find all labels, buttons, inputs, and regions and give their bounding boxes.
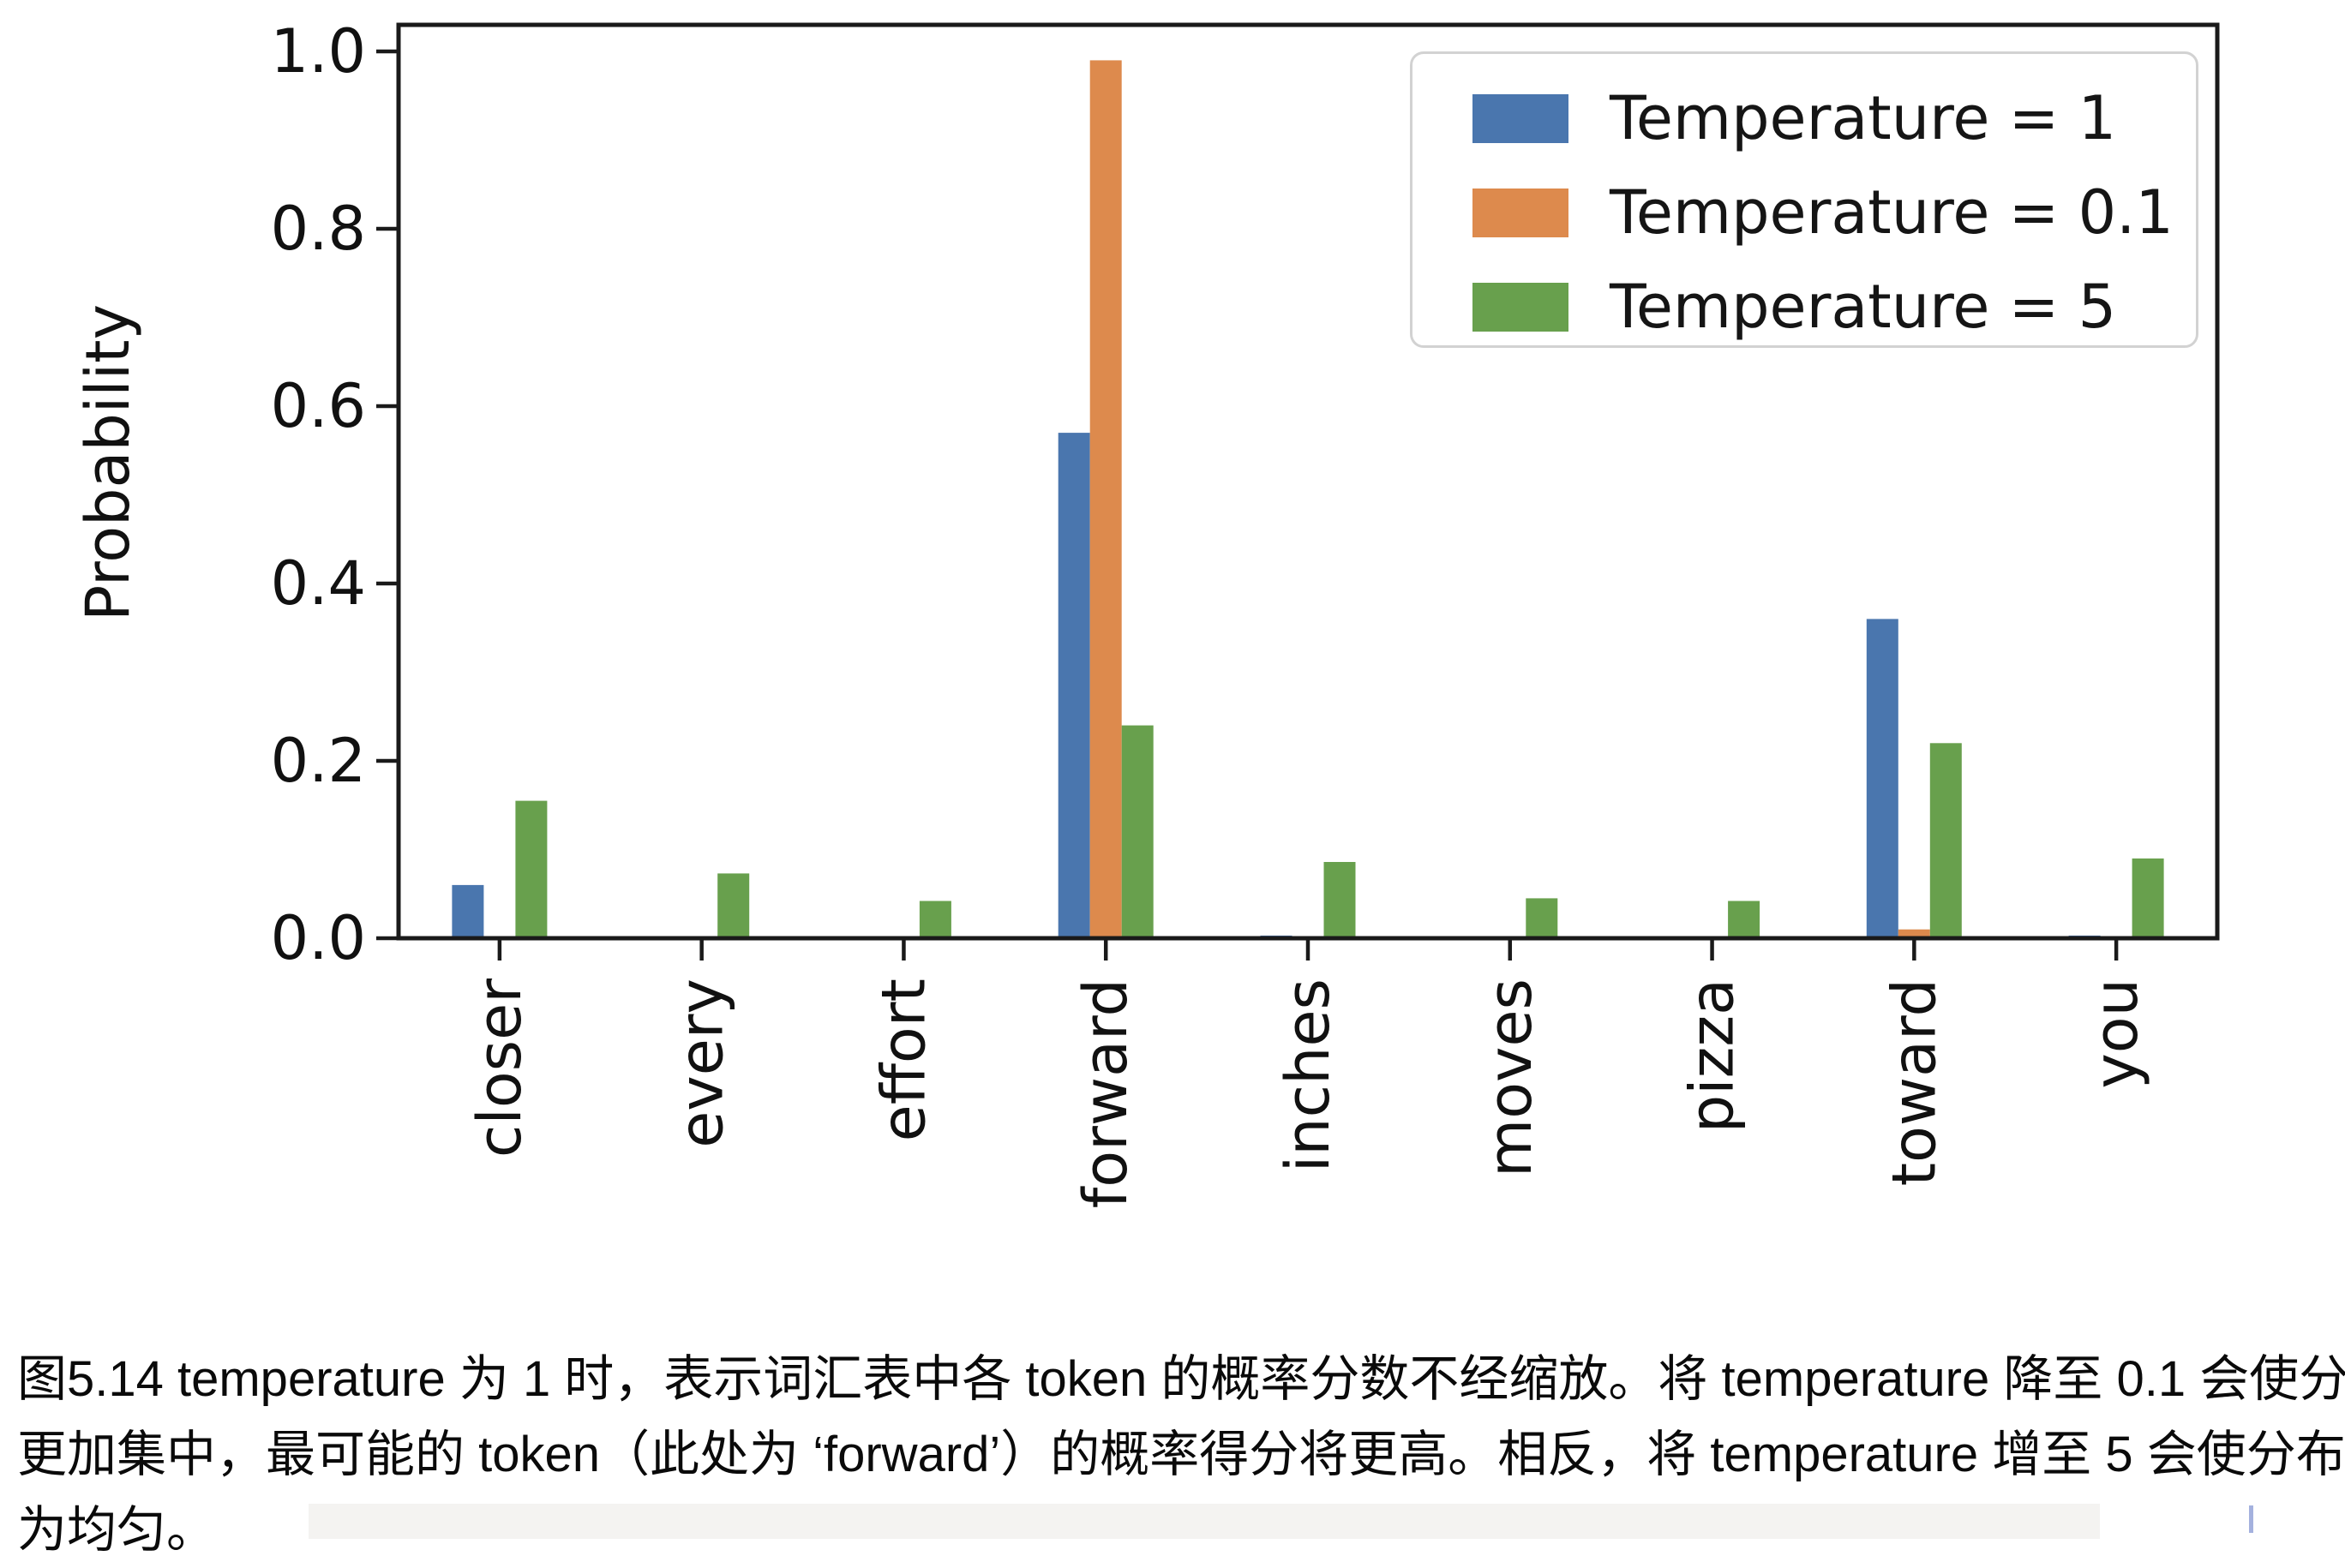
text-cursor-artifact bbox=[2249, 1505, 2253, 1533]
legend-label: Temperature = 0.1 bbox=[1610, 177, 2174, 248]
axes-layer: 0.0 0.2 0.4 0.6 0.8 1.0 closer every effort forwa… bbox=[271, 16, 2220, 1208]
x-axis-tick-label: inches bbox=[1273, 979, 1343, 1172]
legend-swatch bbox=[1472, 188, 1568, 237]
x-axis-tick-label: pizza bbox=[1677, 979, 1748, 1133]
figure-caption: 图5.14 temperature 为 1 时，表示词汇表中各 token 的概… bbox=[17, 1342, 2345, 1568]
x-axis-tick-label: you bbox=[2081, 979, 2151, 1089]
bar bbox=[1323, 862, 1356, 938]
y-axis-tick-label: 0.6 bbox=[271, 371, 366, 441]
bar bbox=[1526, 898, 1558, 938]
bar bbox=[1929, 743, 1962, 938]
bar bbox=[2132, 858, 2164, 938]
figure-caption-line: 更加集中，最可能的 token（此处为 ‘forward’）的概率得分将更高。相… bbox=[17, 1427, 2345, 1482]
legend-item: Temperature = 5 bbox=[1472, 272, 2196, 342]
bar bbox=[919, 901, 951, 938]
y-axis-tick-label: 1.0 bbox=[271, 16, 366, 87]
bar bbox=[452, 884, 484, 938]
bar bbox=[1728, 901, 1760, 938]
y-axis-tick-label: 0.8 bbox=[271, 194, 366, 264]
bar bbox=[717, 873, 750, 938]
bar bbox=[1121, 725, 1154, 938]
bar bbox=[515, 800, 548, 938]
x-axis-tick-label: toward bbox=[1879, 979, 1949, 1186]
y-axis-tick-label: 0.4 bbox=[271, 548, 366, 619]
x-axis-tick-label: closer bbox=[465, 979, 535, 1158]
legend-item: Temperature = 0.1 bbox=[1472, 177, 2196, 248]
bottom-edge-strip bbox=[309, 1504, 2100, 1539]
legend-swatch bbox=[1472, 93, 1568, 143]
x-axis-tick-label: effort bbox=[868, 979, 939, 1141]
x-axis-tick-label: every bbox=[667, 979, 737, 1148]
legend-swatch bbox=[1472, 282, 1568, 332]
legend-label: Temperature = 5 bbox=[1610, 272, 2117, 342]
y-axis-label: Probability bbox=[73, 304, 143, 621]
bar bbox=[1866, 619, 1898, 938]
bar bbox=[1089, 60, 1122, 938]
legend-item: Temperature = 1 bbox=[1472, 83, 2196, 153]
x-axis-tick-label: moves bbox=[1475, 979, 1545, 1177]
x-axis-tick-label: forward bbox=[1071, 979, 1141, 1208]
bar bbox=[1898, 929, 1930, 938]
y-axis-tick-label: 0.0 bbox=[271, 903, 366, 973]
bar bbox=[1058, 433, 1090, 939]
y-axis-tick-label: 0.2 bbox=[271, 726, 366, 796]
legend-label: Temperature = 1 bbox=[1610, 83, 2117, 153]
bars-layer bbox=[452, 60, 2164, 939]
legend: Temperature = 1 Temperature = 0.1 Temperat… bbox=[1410, 51, 2198, 348]
bar-chart: 0.0 0.2 0.4 0.6 0.8 1.0 closer every effort forwa… bbox=[73, 16, 2220, 1208]
figure-caption-line: 图5.14 temperature 为 1 时，表示词汇表中各 token 的概… bbox=[17, 1351, 2345, 1407]
